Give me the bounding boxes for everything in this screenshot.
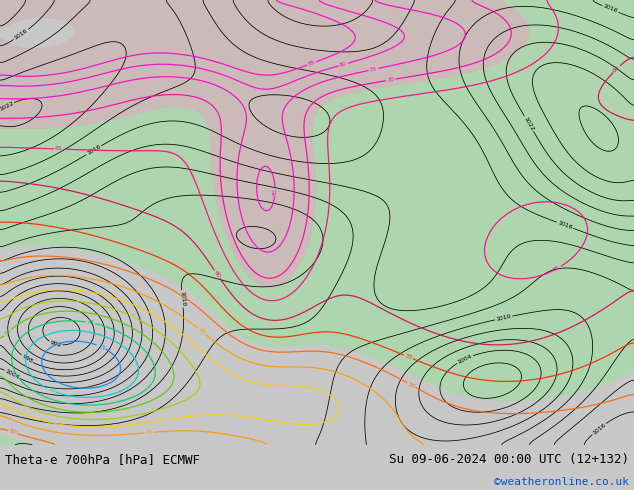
Text: ©weatheronline.co.uk: ©weatheronline.co.uk bbox=[494, 477, 629, 487]
Text: 1016: 1016 bbox=[557, 220, 573, 230]
Text: 25: 25 bbox=[86, 319, 95, 326]
Text: 75: 75 bbox=[369, 66, 378, 73]
Text: 65: 65 bbox=[552, 265, 561, 273]
Text: 1022: 1022 bbox=[523, 116, 535, 132]
Text: 50: 50 bbox=[407, 381, 416, 389]
Text: 50: 50 bbox=[8, 429, 17, 436]
Text: 55: 55 bbox=[404, 353, 413, 361]
Text: 60: 60 bbox=[213, 270, 221, 279]
Text: 998: 998 bbox=[21, 354, 34, 365]
Text: Theta-e 700hPa [hPa] ECMWF: Theta-e 700hPa [hPa] ECMWF bbox=[5, 453, 200, 466]
Text: 45: 45 bbox=[145, 430, 153, 436]
Text: 60: 60 bbox=[612, 65, 621, 74]
Text: 1004: 1004 bbox=[4, 369, 20, 381]
Text: 70: 70 bbox=[387, 77, 395, 83]
Text: 40: 40 bbox=[156, 417, 165, 424]
Text: 30: 30 bbox=[3, 328, 13, 337]
Text: 1016: 1016 bbox=[602, 4, 619, 14]
Text: 80: 80 bbox=[339, 61, 347, 68]
Text: 1010: 1010 bbox=[496, 314, 512, 322]
Text: 15: 15 bbox=[96, 343, 106, 351]
Text: 992: 992 bbox=[49, 340, 62, 348]
Text: Su 09-06-2024 00:00 UTC (12+132): Su 09-06-2024 00:00 UTC (12+132) bbox=[389, 453, 629, 466]
Text: 65: 65 bbox=[55, 147, 63, 151]
Text: 1010: 1010 bbox=[179, 291, 186, 307]
Text: 1016: 1016 bbox=[592, 422, 607, 436]
Text: 1016: 1016 bbox=[13, 28, 29, 41]
Text: 1022: 1022 bbox=[0, 101, 15, 112]
Text: 45: 45 bbox=[197, 327, 207, 336]
Text: 1016: 1016 bbox=[86, 144, 101, 156]
Text: 85: 85 bbox=[307, 60, 316, 67]
Text: 1004: 1004 bbox=[457, 353, 473, 365]
Text: 20: 20 bbox=[47, 387, 56, 394]
Text: 35: 35 bbox=[128, 313, 138, 320]
Text: 80: 80 bbox=[273, 188, 278, 196]
